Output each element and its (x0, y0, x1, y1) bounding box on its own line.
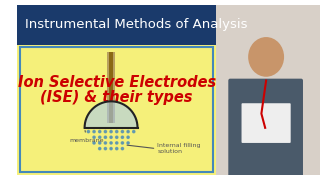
Circle shape (93, 136, 95, 138)
Circle shape (99, 136, 101, 138)
Circle shape (99, 130, 101, 133)
Circle shape (110, 142, 112, 144)
Circle shape (121, 147, 124, 150)
Circle shape (110, 130, 112, 133)
Circle shape (121, 130, 124, 133)
FancyBboxPatch shape (242, 103, 291, 143)
Bar (18, 45, 216, 175)
Circle shape (121, 136, 124, 138)
Circle shape (127, 136, 129, 138)
Text: membrane: membrane (69, 130, 104, 143)
Text: Ion Selective Electrodes: Ion Selective Electrodes (18, 75, 216, 90)
Circle shape (127, 130, 129, 133)
Bar (216, 5, 320, 175)
Circle shape (93, 130, 95, 133)
Circle shape (116, 142, 118, 144)
Circle shape (127, 142, 129, 144)
Circle shape (104, 136, 107, 138)
Circle shape (104, 147, 107, 150)
Bar (109, 52, 113, 123)
Circle shape (99, 147, 101, 150)
Circle shape (99, 142, 101, 144)
Text: Instrumental Methods of Analysis: Instrumental Methods of Analysis (25, 18, 248, 31)
Circle shape (110, 147, 112, 150)
Text: Internal filling
solution: Internal filling solution (157, 143, 201, 154)
FancyBboxPatch shape (228, 79, 303, 177)
Circle shape (104, 130, 107, 133)
Bar (18, 5, 216, 45)
Ellipse shape (248, 37, 284, 77)
Bar (107, 52, 115, 123)
Circle shape (104, 142, 107, 144)
Circle shape (87, 130, 90, 133)
Circle shape (93, 142, 95, 144)
Bar (20, 48, 213, 172)
Circle shape (121, 142, 124, 144)
Circle shape (132, 130, 135, 133)
Circle shape (116, 136, 118, 138)
Polygon shape (84, 101, 138, 128)
Text: (ISE) & their types: (ISE) & their types (41, 90, 193, 105)
Circle shape (116, 147, 118, 150)
Circle shape (110, 136, 112, 138)
Circle shape (116, 130, 118, 133)
